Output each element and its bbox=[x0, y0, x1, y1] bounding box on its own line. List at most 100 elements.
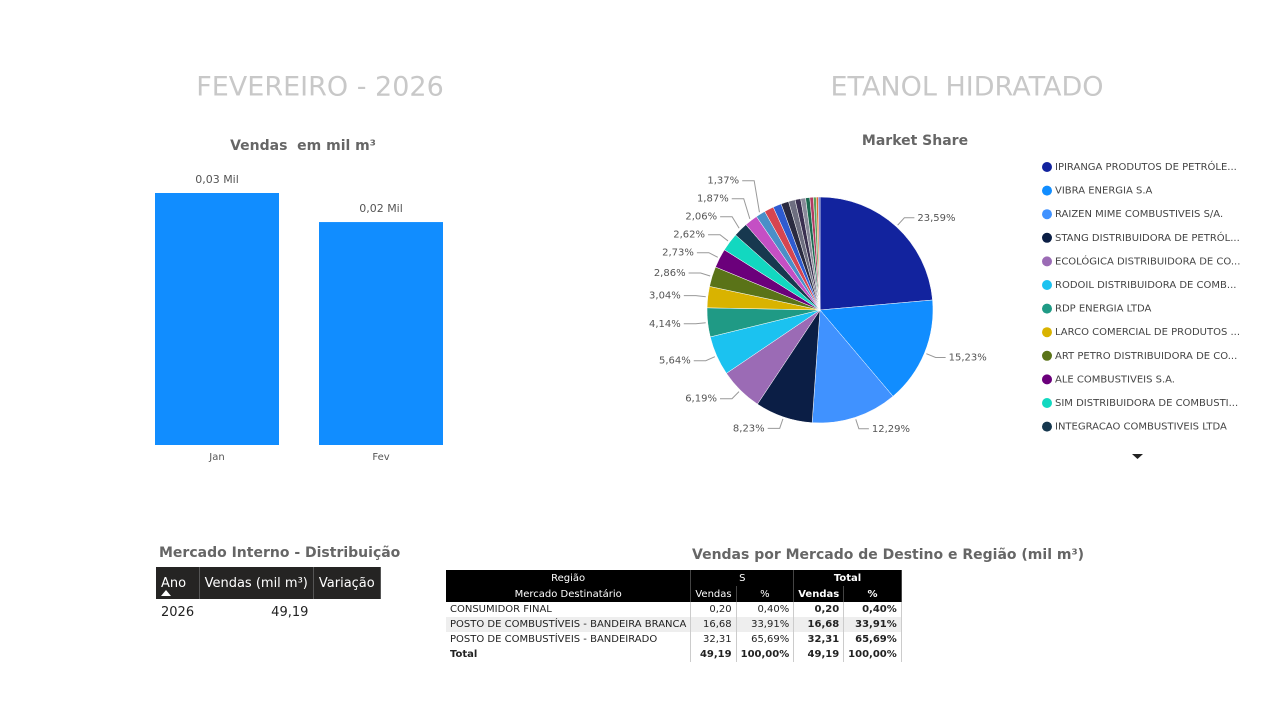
x-tick-label: Fev bbox=[372, 452, 389, 463]
table-cell: 0,20 bbox=[793, 602, 845, 617]
data-label: 23,59% bbox=[917, 213, 955, 224]
data-label: 2,62% bbox=[673, 230, 705, 241]
destination-table: Região S Total Mercado Destinatário Vendas% V… bbox=[446, 570, 902, 662]
table-cell: 16,68 bbox=[793, 617, 845, 632]
total-row: Total 49,19 100,00% 49,19 100,00% bbox=[446, 647, 902, 662]
table-title: Mercado Interno - Distribuição bbox=[159, 545, 401, 561]
table-title: Vendas por Mercado de Destino e Região (… bbox=[692, 547, 1084, 563]
table-row: POSTO DE COMBUSTÍVEIS - BANDEIRA BRANCA 1… bbox=[446, 617, 902, 632]
legend-label: ART PETRO DISTRIBUIDORA DE CO... bbox=[1055, 351, 1237, 362]
legend-label: LARCO COMERCIAL DE PRODUTOS ... bbox=[1055, 327, 1240, 338]
x-tick-label: Jan bbox=[208, 452, 224, 463]
leader-line bbox=[742, 180, 760, 213]
data-label: 5,64% bbox=[659, 356, 691, 367]
legend-label: RDP ENERGIA LTDA bbox=[1055, 304, 1151, 315]
legend-label: STANG DISTRIBUIDORA DE PETRÓL... bbox=[1055, 231, 1240, 244]
annual-table: Ano Vendas (mil m³) Variação 2026 49,19 bbox=[156, 567, 381, 626]
leader-line bbox=[693, 356, 716, 362]
chart-title: Vendas em mil m³ bbox=[230, 138, 376, 154]
table-cell: 2026 bbox=[161, 605, 195, 620]
header-row: Região S Total bbox=[446, 570, 902, 586]
table-cell: Total bbox=[446, 647, 692, 662]
pie-slice bbox=[818, 196, 821, 311]
table-cell: POSTO DE COMBUSTÍVEIS - BANDEIRADO bbox=[446, 632, 692, 647]
table-cell: 0,40% bbox=[843, 602, 902, 617]
leader-line bbox=[683, 322, 706, 325]
table-cell: POSTO DE COMBUSTÍVEIS - BANDEIRA BRANCA bbox=[446, 617, 692, 632]
pie-slice bbox=[811, 309, 894, 424]
header-row: Ano Vendas (mil m³) Variação bbox=[156, 567, 381, 599]
column-header: Vendas (mil m³) bbox=[199, 567, 314, 599]
column-header: Vendas bbox=[793, 586, 845, 602]
table-row: POSTO DE COMBUSTÍVEIS - BANDEIRADO 32,31 6… bbox=[446, 632, 902, 647]
column-header: Mercado Destinatário bbox=[446, 586, 692, 602]
period-title: FEVEREIRO - 2026 bbox=[196, 72, 444, 103]
table-cell: 49,19 bbox=[690, 647, 737, 662]
data-label: 15,23% bbox=[949, 353, 987, 364]
table-cell: 100,00% bbox=[736, 647, 795, 662]
legend-marker bbox=[1042, 398, 1052, 408]
leader-line bbox=[926, 353, 946, 359]
header-row: Mercado Destinatário Vendas% Vendas% bbox=[446, 586, 902, 602]
table-row: 2026 49,19 bbox=[156, 599, 380, 626]
data-label: 3,04% bbox=[649, 291, 681, 302]
data-label: 12,29% bbox=[872, 424, 910, 435]
column-header: Ano bbox=[156, 567, 200, 599]
column-header: Variação bbox=[313, 567, 381, 599]
pie-slice bbox=[819, 196, 933, 311]
data-label: 6,19% bbox=[685, 394, 717, 405]
bar bbox=[319, 222, 443, 445]
group-header: S bbox=[690, 570, 795, 586]
bar bbox=[155, 193, 279, 445]
table-cell: 16,68 bbox=[690, 617, 737, 632]
leader-line bbox=[855, 419, 869, 430]
leader-line bbox=[767, 418, 784, 429]
table-cell: 33,91% bbox=[843, 617, 902, 632]
legend-label: VIBRA ENERGIA S.A bbox=[1055, 186, 1153, 197]
legend-label: IPIRANGA PRODUTOS DE PETRÓLE... bbox=[1055, 160, 1237, 173]
table-cell: 100,00% bbox=[843, 647, 902, 662]
table-cell: 65,69% bbox=[843, 632, 902, 647]
legend-label: SIM DISTRIBUIDORA DE COMBUSTI... bbox=[1055, 398, 1238, 409]
group-header: Região bbox=[446, 570, 692, 586]
column-header: % bbox=[843, 586, 902, 602]
legend-marker bbox=[1042, 350, 1052, 361]
data-label: 2,06% bbox=[685, 212, 717, 223]
leader-line bbox=[688, 272, 711, 277]
legend-marker bbox=[1042, 374, 1052, 385]
leader-line bbox=[683, 295, 706, 298]
pie-slice bbox=[819, 299, 934, 397]
leader-line bbox=[696, 252, 719, 258]
leader-line bbox=[719, 391, 740, 400]
legend-marker bbox=[1042, 327, 1052, 338]
legend-label: INTEGRACAO COMBUSTIVEIS LTDA bbox=[1055, 422, 1227, 433]
legend-scroll[interactable] bbox=[1132, 454, 1143, 459]
table-cell: 0,40% bbox=[736, 602, 795, 617]
leader-line bbox=[731, 198, 751, 220]
table-cell: 0,20 bbox=[690, 602, 737, 617]
sort-indicator[interactable] bbox=[161, 590, 171, 596]
group-header: Total bbox=[793, 570, 902, 586]
product-title: ETANOL HIDRATADO bbox=[830, 72, 1103, 103]
table-cell: 49,19 bbox=[793, 647, 845, 662]
legend-label: ALE COMBUSTIVEIS S.A. bbox=[1055, 374, 1175, 385]
table-cell: 32,31 bbox=[690, 632, 737, 647]
data-label: 4,14% bbox=[649, 319, 681, 330]
legend-marker bbox=[1042, 185, 1052, 196]
data-label: 2,73% bbox=[662, 248, 694, 259]
table-cell: CONSUMIDOR FINAL bbox=[446, 602, 692, 617]
leader-line bbox=[708, 234, 729, 242]
data-label: 1,87% bbox=[697, 194, 729, 205]
legend-marker bbox=[1042, 303, 1052, 314]
legend-marker bbox=[1042, 162, 1052, 172]
legend-label: ECOLÓGICA DISTRIBUIDORA DE CO... bbox=[1055, 254, 1240, 267]
legend-marker bbox=[1042, 421, 1052, 432]
chart-title: Market Share bbox=[862, 133, 968, 149]
legend-marker bbox=[1042, 209, 1052, 220]
legend-marker bbox=[1042, 256, 1052, 267]
column-header: % bbox=[736, 586, 795, 602]
leader-line bbox=[897, 217, 915, 226]
legend-label: RAIZEN MIME COMBUSTIVEIS S/A. bbox=[1055, 209, 1223, 220]
legend-marker bbox=[1042, 232, 1052, 243]
